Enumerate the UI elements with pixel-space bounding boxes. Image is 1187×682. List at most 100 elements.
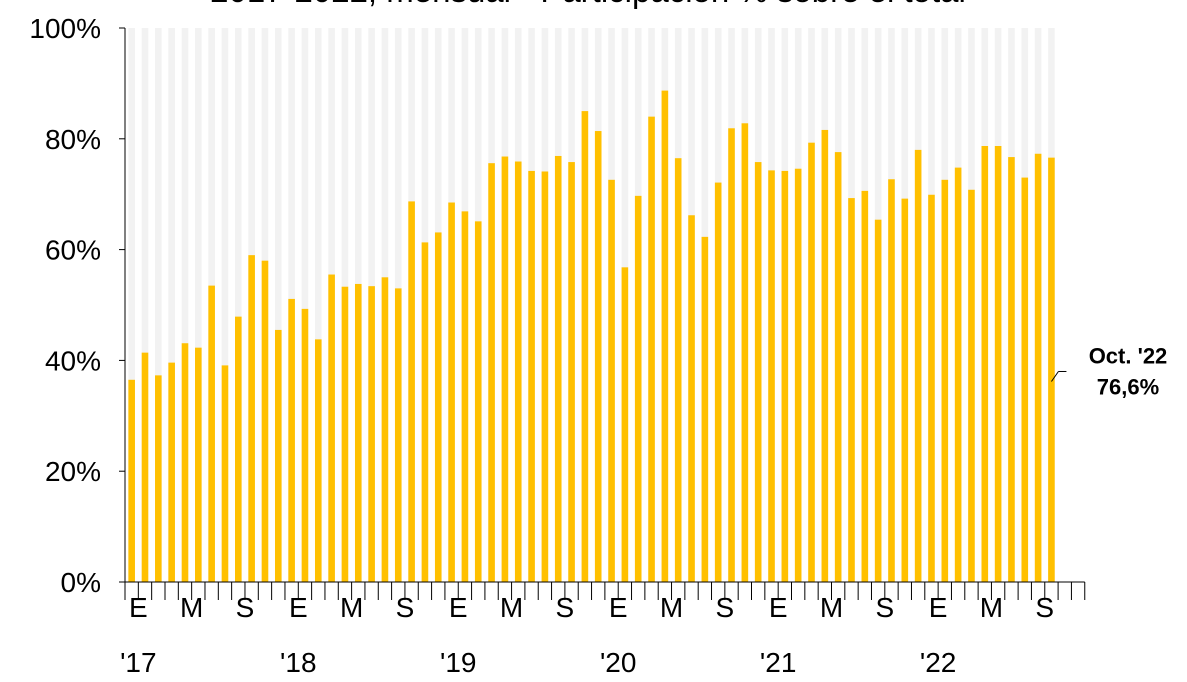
bar [954, 167, 962, 583]
y-tick-label: 60% [45, 235, 101, 266]
bar [474, 221, 482, 582]
bar [808, 142, 815, 582]
x-year-label: '20 [600, 647, 637, 677]
background-bar [128, 28, 135, 582]
bar [901, 198, 909, 582]
bar [181, 343, 189, 582]
bar [448, 202, 455, 582]
x-month-label: E [769, 592, 788, 623]
bar [741, 123, 749, 582]
background-bar [301, 28, 309, 582]
x-month-label: M [820, 592, 843, 623]
bar [861, 190, 869, 582]
bar [981, 146, 989, 582]
x-month-label: E [929, 592, 948, 623]
x-month-label: E [289, 592, 308, 623]
background-bar [314, 28, 322, 582]
bar [301, 308, 309, 582]
bar [274, 329, 282, 582]
bar [141, 352, 149, 582]
bar [648, 116, 655, 582]
background-bar [168, 28, 175, 582]
y-tick-label: 0% [61, 567, 101, 598]
bar [528, 170, 535, 582]
background-bar [141, 28, 149, 582]
bar [1034, 153, 1042, 582]
annotation-leader-line [1051, 371, 1059, 382]
bar [501, 156, 509, 582]
bar [168, 362, 175, 582]
bar [461, 211, 469, 582]
background-bar [195, 28, 202, 582]
background-bar [181, 28, 189, 582]
x-month-label: M [660, 592, 683, 623]
y-tick-label: 100% [29, 13, 101, 44]
bar [155, 375, 162, 582]
bar [634, 195, 642, 583]
background-bar [274, 28, 282, 582]
bar [594, 131, 602, 583]
bar [794, 168, 802, 582]
bar [1008, 157, 1015, 582]
bar [674, 158, 682, 582]
background-bar [221, 28, 229, 582]
bar [701, 236, 709, 583]
x-month-label: M [980, 592, 1003, 623]
bar [288, 298, 295, 582]
bar [394, 288, 402, 582]
bar [208, 285, 215, 582]
x-year-label: '17 [120, 647, 157, 677]
x-month-label: S [396, 592, 415, 623]
bar [541, 171, 549, 583]
x-year-label: '19 [440, 647, 477, 677]
bar [621, 267, 629, 582]
x-year-label: '22 [920, 647, 957, 677]
data-bars [128, 90, 1055, 583]
bar [128, 379, 135, 582]
bar [928, 194, 935, 582]
background-bar [155, 28, 162, 582]
x-month-label: S [716, 592, 735, 623]
bar [968, 189, 975, 582]
x-month-label: M [180, 592, 203, 623]
x-month-label: S [236, 592, 255, 623]
x-month-label: E [609, 592, 628, 623]
bar [514, 161, 522, 582]
bar [781, 170, 789, 582]
bar [354, 283, 362, 582]
y-tick-label: 80% [45, 124, 101, 155]
x-year-label: '18 [280, 647, 317, 677]
annotation-date-label: Oct. '22 [1089, 343, 1168, 368]
bar [314, 339, 322, 582]
x-month-label: M [340, 592, 363, 623]
bar [888, 179, 895, 583]
x-month-label: E [129, 592, 148, 623]
bar [581, 111, 589, 582]
bar [941, 179, 949, 583]
x-year-label: '21 [760, 647, 797, 677]
y-tick-labels: 0% 20% 40% 60% 80% 100% [29, 13, 101, 598]
background-bar [235, 28, 242, 582]
last-value-annotation: Oct. '22 76,6% [1051, 343, 1167, 399]
bar [261, 260, 269, 582]
bar [554, 155, 562, 582]
x-month-label: S [556, 592, 575, 623]
bar [408, 201, 415, 582]
chart-title: 2017-2022, mensual - Participación % sob… [210, 0, 966, 9]
bar [848, 198, 855, 582]
y-tick-label: 20% [45, 456, 101, 487]
bar [661, 90, 669, 582]
bar [821, 129, 829, 582]
bar [195, 347, 202, 582]
bar [568, 162, 575, 582]
bar [381, 277, 389, 582]
bar [1021, 177, 1029, 582]
annotation-value-label: 76,6% [1097, 374, 1159, 399]
bar [488, 163, 495, 582]
bar [1048, 157, 1055, 582]
bar [368, 286, 375, 582]
x-tick-labels: E M S E M S E M S E M S E M S E M S '17 '18 '19 '20 '21 '22 [120, 592, 1054, 678]
x-month-label: M [500, 592, 523, 623]
